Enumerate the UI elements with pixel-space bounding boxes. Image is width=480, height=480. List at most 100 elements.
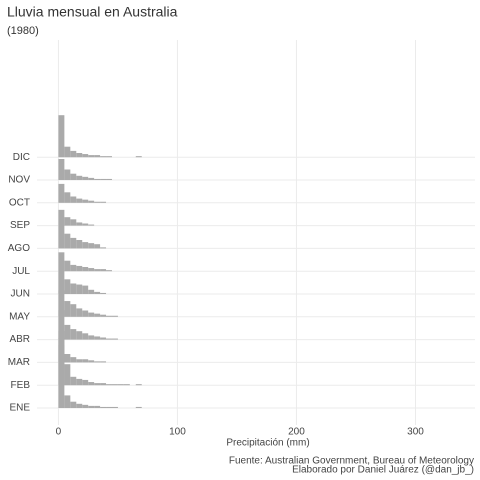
- bar: [64, 354, 71, 363]
- bar: [123, 384, 130, 386]
- bar: [82, 285, 89, 294]
- bar: [106, 315, 112, 317]
- bar: [76, 222, 83, 226]
- bar: [106, 338, 112, 340]
- bar: [64, 192, 71, 203]
- bar: [70, 237, 77, 249]
- bar: [76, 403, 83, 408]
- bar: [70, 329, 77, 340]
- bar: [64, 260, 71, 272]
- bar: [94, 269, 101, 272]
- x-tick-label: 200: [288, 427, 305, 438]
- bar: [64, 169, 71, 180]
- y-tick-label: SEP: [10, 220, 30, 231]
- y-tick-label: MAR: [8, 357, 30, 368]
- chart-title: Lluvia mensual en Australia: [7, 4, 178, 20]
- bar: [88, 360, 95, 363]
- bar: [76, 198, 83, 203]
- bar: [111, 338, 118, 340]
- bar: [100, 292, 107, 294]
- bar: [100, 361, 107, 363]
- bar: [100, 247, 107, 249]
- y-tick-label: ABR: [9, 334, 30, 345]
- bar: [76, 378, 83, 386]
- bar: [58, 209, 65, 226]
- bar: [135, 156, 142, 158]
- bar: [106, 270, 112, 272]
- bar: [82, 267, 89, 272]
- bar: [70, 219, 77, 226]
- bar: [100, 269, 107, 272]
- bar: [82, 223, 89, 226]
- bar: [82, 333, 89, 340]
- bar: [135, 406, 142, 408]
- bar: [70, 264, 77, 272]
- bar: [76, 240, 83, 249]
- bar: [76, 284, 83, 294]
- bar: [111, 406, 118, 408]
- bar: [82, 176, 89, 180]
- bar: [70, 150, 77, 158]
- bar: [82, 199, 89, 203]
- bar: [58, 290, 65, 317]
- bar: [100, 156, 107, 158]
- caption: Fuente: Australian Government, Bureau of…: [229, 456, 474, 467]
- bar: [58, 159, 65, 180]
- bar: [88, 335, 95, 340]
- bar: [70, 357, 77, 363]
- y-tick-label: NOV: [8, 175, 30, 186]
- bar: [88, 382, 95, 386]
- bar: [100, 337, 107, 340]
- bar: [94, 361, 101, 363]
- x-tick-label: 0: [56, 427, 62, 438]
- bar: [70, 196, 77, 203]
- bar: [58, 252, 65, 272]
- bar: [106, 178, 112, 180]
- bar: [82, 154, 89, 158]
- bar: [58, 183, 65, 203]
- bar: [135, 384, 142, 386]
- x-axis-title: Precipitación (mm): [226, 438, 309, 449]
- y-tick-label: JUN: [11, 289, 30, 300]
- bar: [100, 406, 107, 408]
- bar: [70, 283, 77, 294]
- bar: [76, 153, 83, 158]
- bar: [76, 308, 83, 317]
- bar: [64, 233, 71, 249]
- bar: [106, 406, 112, 408]
- bar: [100, 314, 107, 317]
- bar: [106, 156, 112, 158]
- bar: [88, 268, 95, 272]
- bar: [106, 384, 112, 386]
- bar: [100, 383, 107, 386]
- bar: [88, 243, 95, 249]
- bar: [94, 383, 101, 386]
- bar: [82, 404, 89, 408]
- bar: [82, 310, 89, 317]
- bar: [70, 304, 77, 317]
- bar: [64, 364, 71, 386]
- y-tick-label: ENE: [9, 403, 30, 414]
- y-tick-label: FEB: [11, 380, 31, 391]
- bar: [94, 336, 101, 340]
- bar: [70, 376, 77, 386]
- bar: [88, 155, 95, 158]
- bar: [94, 201, 101, 203]
- bar: [64, 301, 71, 317]
- bar: [70, 173, 77, 180]
- bar: [58, 115, 65, 158]
- bar: [88, 224, 95, 226]
- bar: [76, 331, 83, 340]
- bar: [88, 405, 95, 408]
- bar: [64, 146, 71, 158]
- bar: [88, 289, 95, 294]
- x-tick-label: 300: [407, 427, 424, 438]
- bar: [64, 324, 71, 340]
- bar: [111, 384, 118, 386]
- bar: [111, 315, 118, 317]
- chart-subtitle: (1980): [7, 25, 39, 37]
- bar: [94, 405, 101, 408]
- bar: [70, 401, 77, 408]
- bar: [58, 310, 65, 340]
